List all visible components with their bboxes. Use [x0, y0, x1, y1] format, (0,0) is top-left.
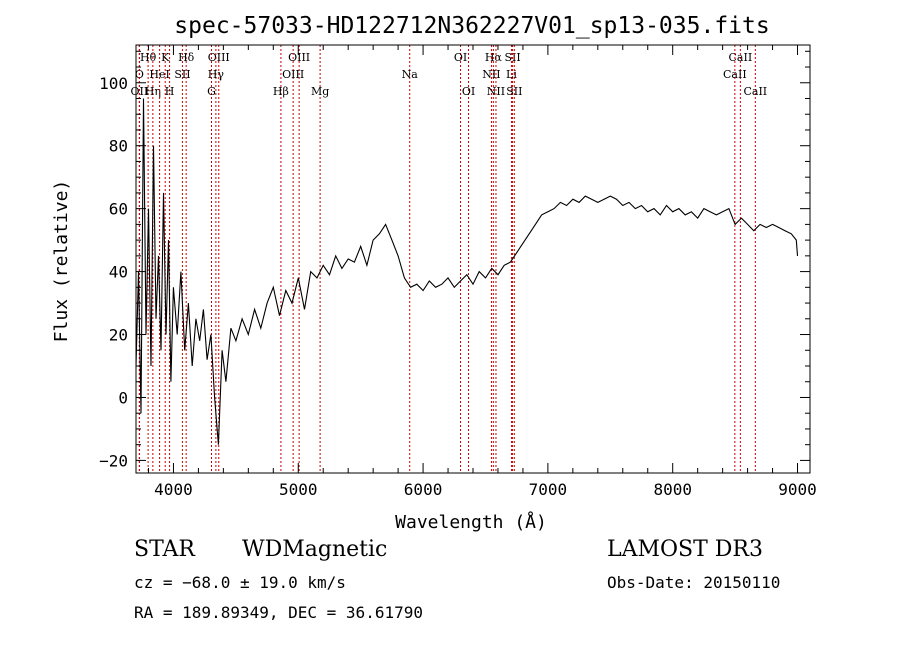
y-axis: −20 0 20 40 60 80 100	[99, 50, 810, 470]
marker-label-27: CaII	[743, 85, 767, 98]
object-class: STAR	[134, 537, 195, 562]
x-tick-label-0: 4000	[154, 480, 193, 499]
y-tick-label-2: 20	[109, 326, 128, 345]
marker-label-17: OI	[454, 51, 467, 64]
chart-title: spec-57033-HD122712N362227V01_sp13-035.f…	[174, 13, 769, 39]
marker-label-16: Na	[402, 68, 419, 81]
marker-label-8: Hδ	[178, 51, 195, 64]
x-tick-label-2: 6000	[404, 480, 443, 499]
marker-label-4: HeI	[149, 68, 169, 81]
x-tick-label-4: 8000	[653, 480, 692, 499]
y-tick-label-0: −20	[99, 451, 128, 470]
y-axis-label: Flux (relative)	[51, 180, 72, 343]
marker-label-7: SII	[174, 68, 190, 81]
x-tick-label-1: 5000	[279, 480, 318, 499]
x-axis-label: Wavelength (Å)	[395, 511, 547, 533]
y-tick-label-4: 60	[109, 200, 128, 219]
x-axis: 4000 5000 6000 7000 8000 9000	[147, 45, 817, 499]
marker-label-6: H	[165, 85, 175, 98]
coordinates: RA = 189.89349, DEC = 36.61790	[134, 603, 423, 622]
marker-label-21: NII	[487, 85, 505, 98]
obs-date: Obs-Date: 20150110	[607, 573, 781, 592]
plot-frame	[135, 44, 811, 474]
survey-name: LAMOST DR3	[607, 537, 763, 562]
marker-label-18: OI	[462, 85, 475, 98]
marker-label-23: Li	[506, 68, 517, 81]
marker-label-14: OIII	[282, 68, 304, 81]
marker-label-13: OIII	[288, 51, 310, 64]
marker-label-22: SII	[504, 51, 520, 64]
marker-label-5: K	[161, 51, 170, 64]
marker-label-10: Hγ	[208, 68, 225, 81]
marker-label-2: OII	[131, 85, 149, 98]
marker-label-15: Mg	[311, 85, 329, 98]
y-tick-label-1: 0	[118, 388, 128, 407]
y-tick-label-6: 100	[99, 74, 128, 93]
y-tick-label-5: 80	[109, 137, 128, 156]
redshift-cz: cz = −68.0 ± 19.0 km/s	[134, 573, 346, 592]
marker-label-9: OIII	[208, 51, 230, 64]
marker-label-3: Hη	[145, 85, 161, 98]
marker-label-12: Hβ	[273, 85, 289, 98]
x-tick-label-5: 9000	[778, 480, 817, 499]
marker-label-0: Hθ	[140, 51, 157, 64]
marker-label-20: NII	[482, 68, 500, 81]
marker-label-11: G	[207, 85, 216, 98]
x-tick-label-3: 7000	[529, 480, 568, 499]
object-subclass: WDMagnetic	[242, 537, 388, 562]
marker-label-25: CaII	[729, 51, 753, 64]
y-tick-label-3: 40	[109, 263, 128, 282]
marker-label-26: CaII	[723, 68, 747, 81]
marker-label-24: SII	[506, 85, 522, 98]
marker-label-19: Hα	[485, 51, 503, 64]
spectrum-line	[135, 98, 799, 445]
